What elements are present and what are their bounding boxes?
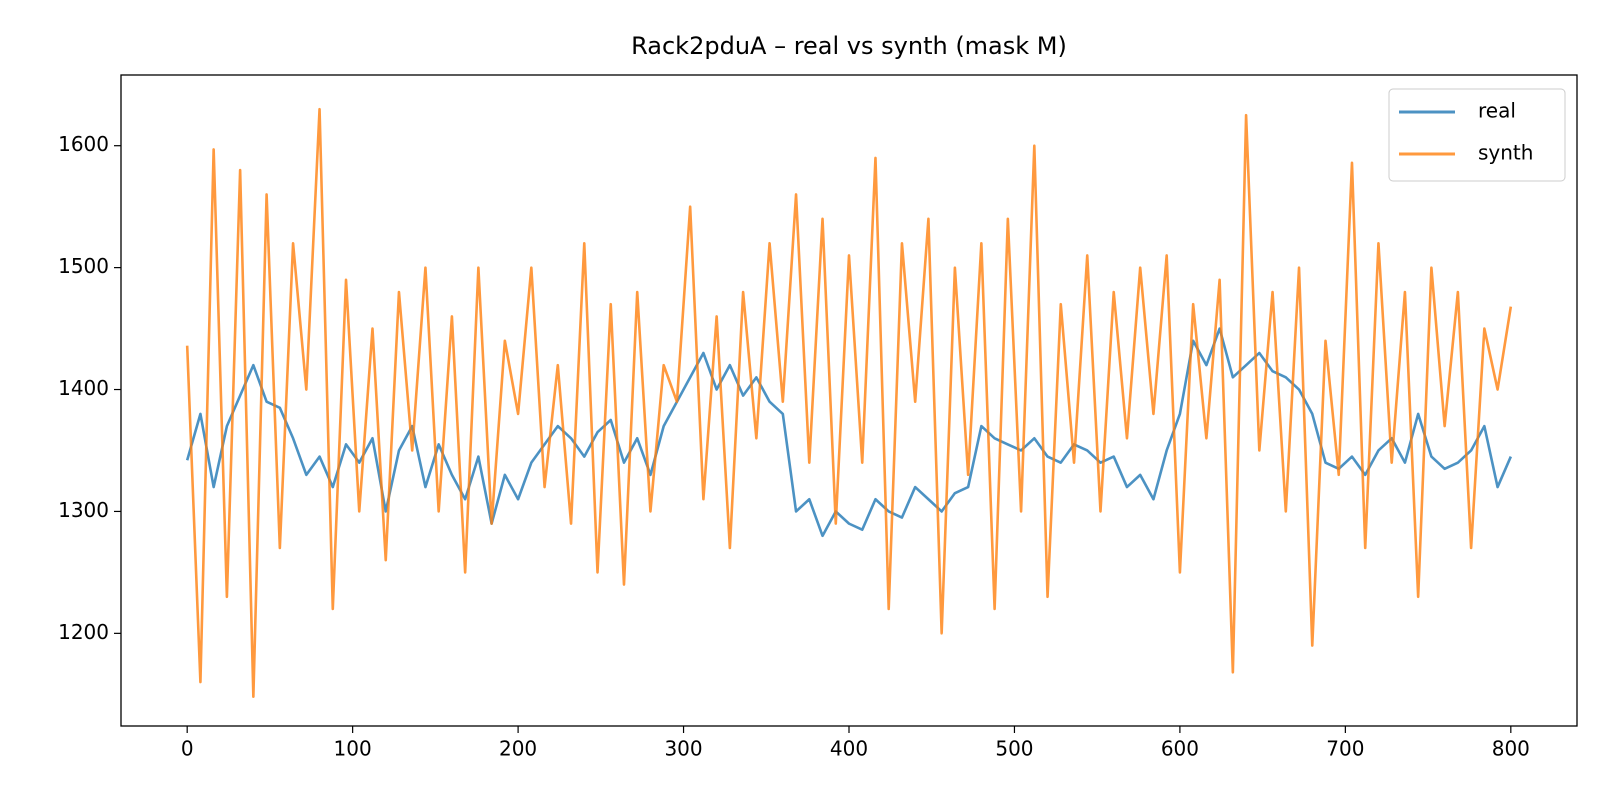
x-tick-label: 800: [1492, 737, 1530, 761]
x-tick-label: 700: [1326, 737, 1364, 761]
x-tick-label: 600: [1161, 737, 1199, 761]
chart-title: Rack2pduA – real vs synth (mask M): [631, 32, 1067, 60]
series-line: [185, 107, 1513, 699]
x-tick-label: 200: [499, 737, 537, 761]
y-tick-label: 1200: [58, 620, 109, 644]
legend-label: synth: [1478, 141, 1533, 165]
y-tick-label: 1500: [58, 254, 109, 278]
plot-frame: [120, 74, 1578, 727]
legend-box: [1388, 88, 1566, 182]
x-tick-label: 400: [830, 737, 868, 761]
x-tick-label: 0: [181, 737, 194, 761]
y-tick-label: 1600: [58, 132, 109, 156]
series-line: [185, 327, 1513, 538]
y-tick-label: 1300: [58, 498, 109, 522]
x-tick-label: 100: [334, 737, 372, 761]
y-tick-label: 1400: [58, 376, 109, 400]
x-tick-label: 500: [995, 737, 1033, 761]
legend-label: real: [1478, 99, 1516, 123]
x-tick-label: 300: [664, 737, 702, 761]
legend: real synth: [1388, 88, 1566, 182]
